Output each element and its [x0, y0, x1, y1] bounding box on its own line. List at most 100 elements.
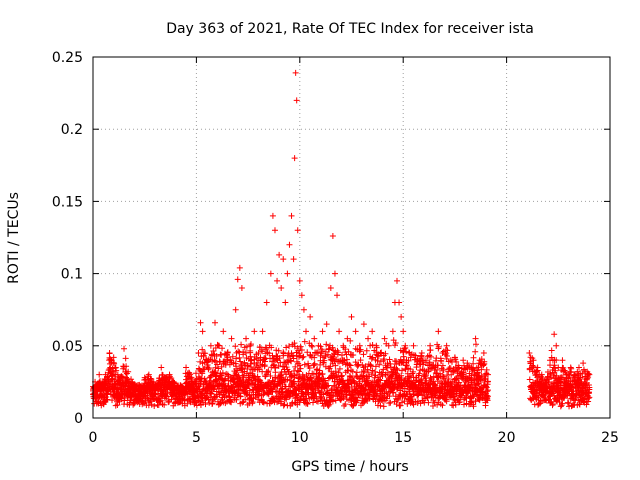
- roti-background-point: [324, 351, 331, 358]
- roti-background-point: [299, 354, 306, 361]
- roti-data-point: [282, 299, 289, 306]
- roti-background-point: [232, 343, 239, 350]
- roti-data-point: [555, 364, 562, 371]
- roti-data-point: [110, 354, 117, 361]
- roti-data-point: [427, 342, 434, 349]
- roti-background-point: [357, 357, 364, 364]
- roti-background-point: [236, 354, 243, 361]
- roti-data-point: [125, 368, 132, 375]
- roti-background-point: [338, 352, 345, 359]
- roti-background-point: [161, 401, 168, 408]
- roti-background-point: [97, 399, 104, 406]
- roti-background-point: [111, 360, 118, 367]
- roti-background-point: [533, 368, 540, 375]
- roti-background-point: [349, 368, 356, 375]
- roti-background-point: [122, 355, 129, 362]
- roti-data-point: [484, 371, 491, 378]
- roti-background-point: [254, 373, 261, 380]
- axis-ticks-layer: 0 5 10 15 20 25 0 0.05 0.1 0.15 0.2 0.25: [52, 50, 619, 446]
- roti-background-point: [237, 393, 244, 400]
- roti-background-point: [275, 363, 282, 370]
- roti-background-point: [314, 349, 321, 356]
- roti-data-point: [106, 350, 113, 357]
- roti-data-point: [149, 378, 156, 385]
- x-tick-label: 25: [601, 430, 619, 446]
- roti-data-point: [98, 383, 105, 390]
- roti-data-point: [344, 335, 351, 342]
- roti-background-point: [440, 366, 447, 373]
- roti-background-point: [292, 363, 299, 370]
- roti-background-point: [404, 400, 411, 407]
- roti-data-point: [396, 299, 403, 306]
- roti-background-point: [386, 393, 393, 400]
- roti-background-point: [348, 374, 355, 381]
- roti-background-point: [263, 346, 270, 353]
- roti-background-point: [195, 383, 202, 390]
- roti-background-point: [350, 351, 357, 358]
- roti-background-point: [199, 346, 206, 353]
- roti-data-point: [112, 364, 119, 371]
- roti-background-point: [229, 353, 236, 360]
- roti-data-point: [291, 155, 298, 162]
- roti-data-point: [280, 256, 287, 263]
- roti-background-point: [320, 391, 327, 398]
- roti-background-point: [233, 396, 240, 403]
- roti-background-point: [306, 364, 313, 371]
- roti-background-point: [202, 401, 209, 408]
- roti-data-point: [356, 342, 363, 349]
- roti-background-point: [453, 358, 460, 365]
- roti-background-point: [336, 365, 343, 372]
- roti-background-point: [311, 354, 318, 361]
- roti-background-point: [243, 343, 250, 350]
- roti-data-point: [327, 285, 334, 292]
- roti-background-point: [307, 375, 314, 382]
- roti-background-point: [548, 347, 555, 354]
- roti-data-point: [269, 212, 276, 219]
- roti-data-point: [348, 313, 355, 320]
- roti-background-point: [425, 399, 432, 406]
- roti-background-point: [372, 363, 379, 370]
- roti-data-point: [331, 270, 338, 277]
- roti-background-point: [325, 382, 332, 389]
- roti-data-point: [278, 285, 285, 292]
- roti-background-point: [405, 357, 412, 364]
- roti-data-point: [340, 342, 347, 349]
- roti-data-point: [542, 378, 549, 385]
- y-tick-label: 0.1: [61, 267, 83, 283]
- roti-background-point: [392, 370, 399, 377]
- roti-data-point: [315, 342, 322, 349]
- roti-background-point: [240, 351, 247, 358]
- roti-background-point: [238, 341, 245, 348]
- roti-data-point: [197, 319, 204, 326]
- roti-data-point: [472, 335, 479, 342]
- roti-background-point: [484, 388, 491, 395]
- roti-background-point: [301, 361, 308, 368]
- roti-background-point: [246, 387, 253, 394]
- roti-background-point: [219, 369, 226, 376]
- roti-background-point: [338, 372, 345, 379]
- roti-background-point: [456, 379, 463, 386]
- data-points-layer: [90, 69, 593, 410]
- roti-data-point: [575, 364, 582, 371]
- roti-data-point: [393, 277, 400, 284]
- roti-data-point: [238, 285, 245, 292]
- roti-data-point: [319, 328, 326, 335]
- roti-data-point: [336, 328, 343, 335]
- roti-data-point: [567, 364, 574, 371]
- roti-background-point: [470, 354, 477, 361]
- roti-background-point: [531, 401, 538, 408]
- roti-background-point: [340, 394, 347, 401]
- roti-background-point: [261, 354, 268, 361]
- roti-data-point: [530, 357, 537, 364]
- roti-data-point: [259, 328, 266, 335]
- y-axis-label: ROTI / TECUs: [6, 192, 22, 284]
- roti-data-point: [385, 342, 392, 349]
- roti-background-point: [376, 376, 383, 383]
- roti-data-point: [373, 342, 380, 349]
- roti-background-point: [379, 373, 386, 380]
- roti-data-point: [236, 264, 243, 271]
- roti-background-point: [374, 392, 381, 399]
- roti-background-point: [196, 382, 203, 389]
- roti-background-point: [316, 367, 323, 374]
